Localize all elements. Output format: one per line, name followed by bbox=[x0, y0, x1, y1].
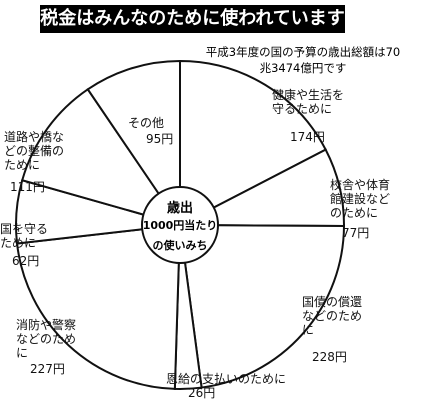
category-label: 消防や警察などのために bbox=[16, 318, 77, 360]
pie-slice bbox=[178, 223, 346, 389]
center-circle bbox=[141, 186, 219, 264]
category-label: 健康や生活を守るために bbox=[272, 88, 345, 116]
chart-subtitle: 平成3年度の国の予算の歳出総額は70兆3474億円です bbox=[205, 45, 401, 75]
category-label: 国債の償還などのために bbox=[302, 295, 363, 337]
value-label: 26円 bbox=[188, 386, 216, 400]
value-label: 111円 bbox=[10, 180, 45, 194]
category-label: 道路や橋などの整備のために bbox=[4, 130, 65, 172]
pie-slice bbox=[20, 87, 183, 227]
center-label: 1000円当たり bbox=[142, 219, 218, 232]
value-label: 62円 bbox=[12, 254, 40, 268]
pie-slice bbox=[86, 59, 181, 229]
category-label: 校舎や体育館建設などのために bbox=[330, 178, 391, 220]
category-label: 恩給の支払いのために bbox=[166, 372, 287, 386]
value-label: 77円 bbox=[342, 226, 370, 240]
center-label: の使いみち bbox=[152, 239, 208, 252]
value-label: 227円 bbox=[30, 362, 65, 376]
value-label: 174円 bbox=[290, 130, 325, 144]
pie-slice bbox=[179, 59, 327, 227]
value-label: 95円 bbox=[146, 132, 174, 146]
center-label: 歳出 bbox=[166, 201, 193, 216]
chart-title: 税金はみんなのために使われています bbox=[40, 5, 345, 33]
value-label: 228円 bbox=[312, 350, 347, 364]
category-label: その他 bbox=[128, 116, 165, 130]
pie-slice bbox=[15, 223, 182, 390]
category-label: 国を守るために bbox=[0, 222, 49, 250]
